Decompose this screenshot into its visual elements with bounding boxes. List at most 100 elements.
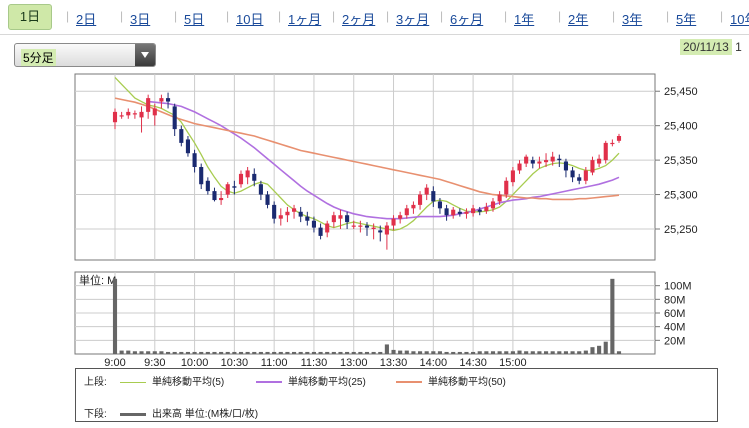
candle-body: [119, 115, 124, 117]
candle-body: [159, 98, 164, 102]
date-label: 20/11/13 1: [680, 39, 742, 55]
candle-body: [610, 142, 615, 145]
candle-body: [384, 225, 389, 235]
volume-bar: [265, 351, 270, 354]
volume-bar: [331, 351, 336, 354]
volume-bar: [411, 351, 416, 354]
candle-body: [398, 215, 403, 219]
volume-bar: [338, 351, 343, 354]
volume-bar: [543, 351, 549, 354]
candle-body: [543, 160, 549, 163]
candle-body: [146, 98, 151, 112]
chevron-down-icon[interactable]: [135, 44, 155, 66]
volume-bar: [311, 351, 317, 354]
price-tick-label: 25,450: [664, 86, 698, 98]
tab-1[interactable]: 1日: [8, 4, 52, 30]
x-tick-label: 9:30: [144, 357, 165, 369]
tab-4[interactable]: 5日: [184, 12, 205, 27]
candle-body: [338, 215, 343, 219]
tab-2[interactable]: 2日: [76, 12, 97, 27]
candle-body: [484, 206, 489, 212]
x-tick-label: 11:30: [301, 357, 328, 369]
volume-unit-label: 単位: M: [79, 273, 116, 287]
candle-body: [179, 129, 184, 143]
volume-bar: [583, 350, 588, 354]
tab-10[interactable]: 1年: [514, 12, 535, 27]
tab-5[interactable]: 10日: [236, 12, 264, 27]
candle-body: [225, 184, 230, 195]
volume-bar: [378, 351, 383, 354]
tab-6[interactable]: 1ヶ月: [288, 12, 322, 27]
candle-body: [358, 225, 363, 227]
volume-bar: [179, 351, 184, 354]
tab-13[interactable]: 5年: [676, 12, 697, 27]
x-tick-label: 9:00: [104, 357, 125, 369]
candle-body: [245, 170, 250, 178]
volume-tick-label: 100M: [664, 281, 692, 293]
tab-separator: |: [720, 9, 724, 23]
tab-separator: |: [226, 9, 230, 23]
candle-body: [517, 163, 522, 171]
tab-separator: |: [332, 9, 336, 23]
volume-bar: [192, 351, 197, 354]
x-tick-label: 13:00: [340, 357, 368, 369]
volume-bar: [490, 351, 496, 354]
candle-body: [504, 180, 509, 195]
candle-body: [603, 142, 608, 161]
volume-bar: [431, 351, 436, 354]
candle-body: [165, 98, 171, 102]
candle-body: [285, 211, 290, 216]
candle-body: [411, 204, 416, 209]
volume-bar: [112, 278, 118, 354]
candle-body: [597, 158, 602, 164]
candle-body: [583, 170, 588, 181]
volume-bar: [225, 351, 230, 354]
interval-select-value: 5分足: [21, 49, 56, 66]
volume-bar: [457, 351, 462, 354]
volume-bar: [610, 278, 615, 354]
candle-body: [590, 160, 595, 173]
price-tick-label: 25,250: [664, 224, 698, 236]
volume-bar: [391, 349, 396, 354]
volume-bar: [437, 351, 443, 354]
candle-body: [185, 139, 191, 154]
x-tick-label: 10:30: [221, 357, 249, 369]
volume-bar: [590, 347, 595, 354]
tab-7[interactable]: 2ヶ月: [342, 12, 376, 27]
volume-bar: [165, 351, 171, 354]
ma-line-2: [148, 100, 620, 220]
tab-3[interactable]: 3日: [130, 12, 151, 27]
volume-bar: [597, 345, 602, 354]
tab-separator: |: [612, 9, 616, 23]
volume-bar: [132, 351, 137, 354]
candle-body: [417, 194, 423, 205]
candle-body: [471, 208, 476, 214]
volume-bar: [371, 351, 376, 354]
tab-11[interactable]: 2年: [568, 12, 589, 27]
candle-body: [172, 106, 177, 130]
tab-separator: |: [66, 9, 70, 23]
tab-separator: |: [440, 9, 444, 23]
interval-select[interactable]: 5分足: [14, 43, 156, 67]
legend-upper-label: 上段:: [84, 377, 107, 388]
date-suffix: 1: [735, 40, 742, 54]
price-tick-label: 25,300: [664, 190, 698, 202]
candle-body: [616, 136, 622, 141]
candle-body: [477, 209, 482, 212]
legend-ma5: 単純移動平均(5): [116, 373, 224, 388]
legend-lower-label: 下段:: [84, 409, 107, 420]
legend-volume: 出来高 単位:(M株/口/枚): [116, 405, 258, 420]
tab-12[interactable]: 3年: [622, 12, 643, 27]
volume-tick-label: 40M: [664, 322, 685, 334]
price-tick-label: 25,350: [664, 155, 698, 167]
ma-line-3: [114, 97, 620, 201]
candle-body: [265, 194, 270, 205]
tab-9[interactable]: 6ヶ月: [450, 12, 484, 27]
candle-body: [563, 161, 569, 171]
x-tick-label: 13:30: [380, 357, 408, 369]
tab-8[interactable]: 3ヶ月: [396, 12, 430, 27]
candle-body: [464, 211, 469, 214]
candle-body: [298, 211, 303, 217]
legend-ma25-line: [256, 381, 282, 384]
tab-14[interactable]: 10年: [730, 12, 749, 27]
